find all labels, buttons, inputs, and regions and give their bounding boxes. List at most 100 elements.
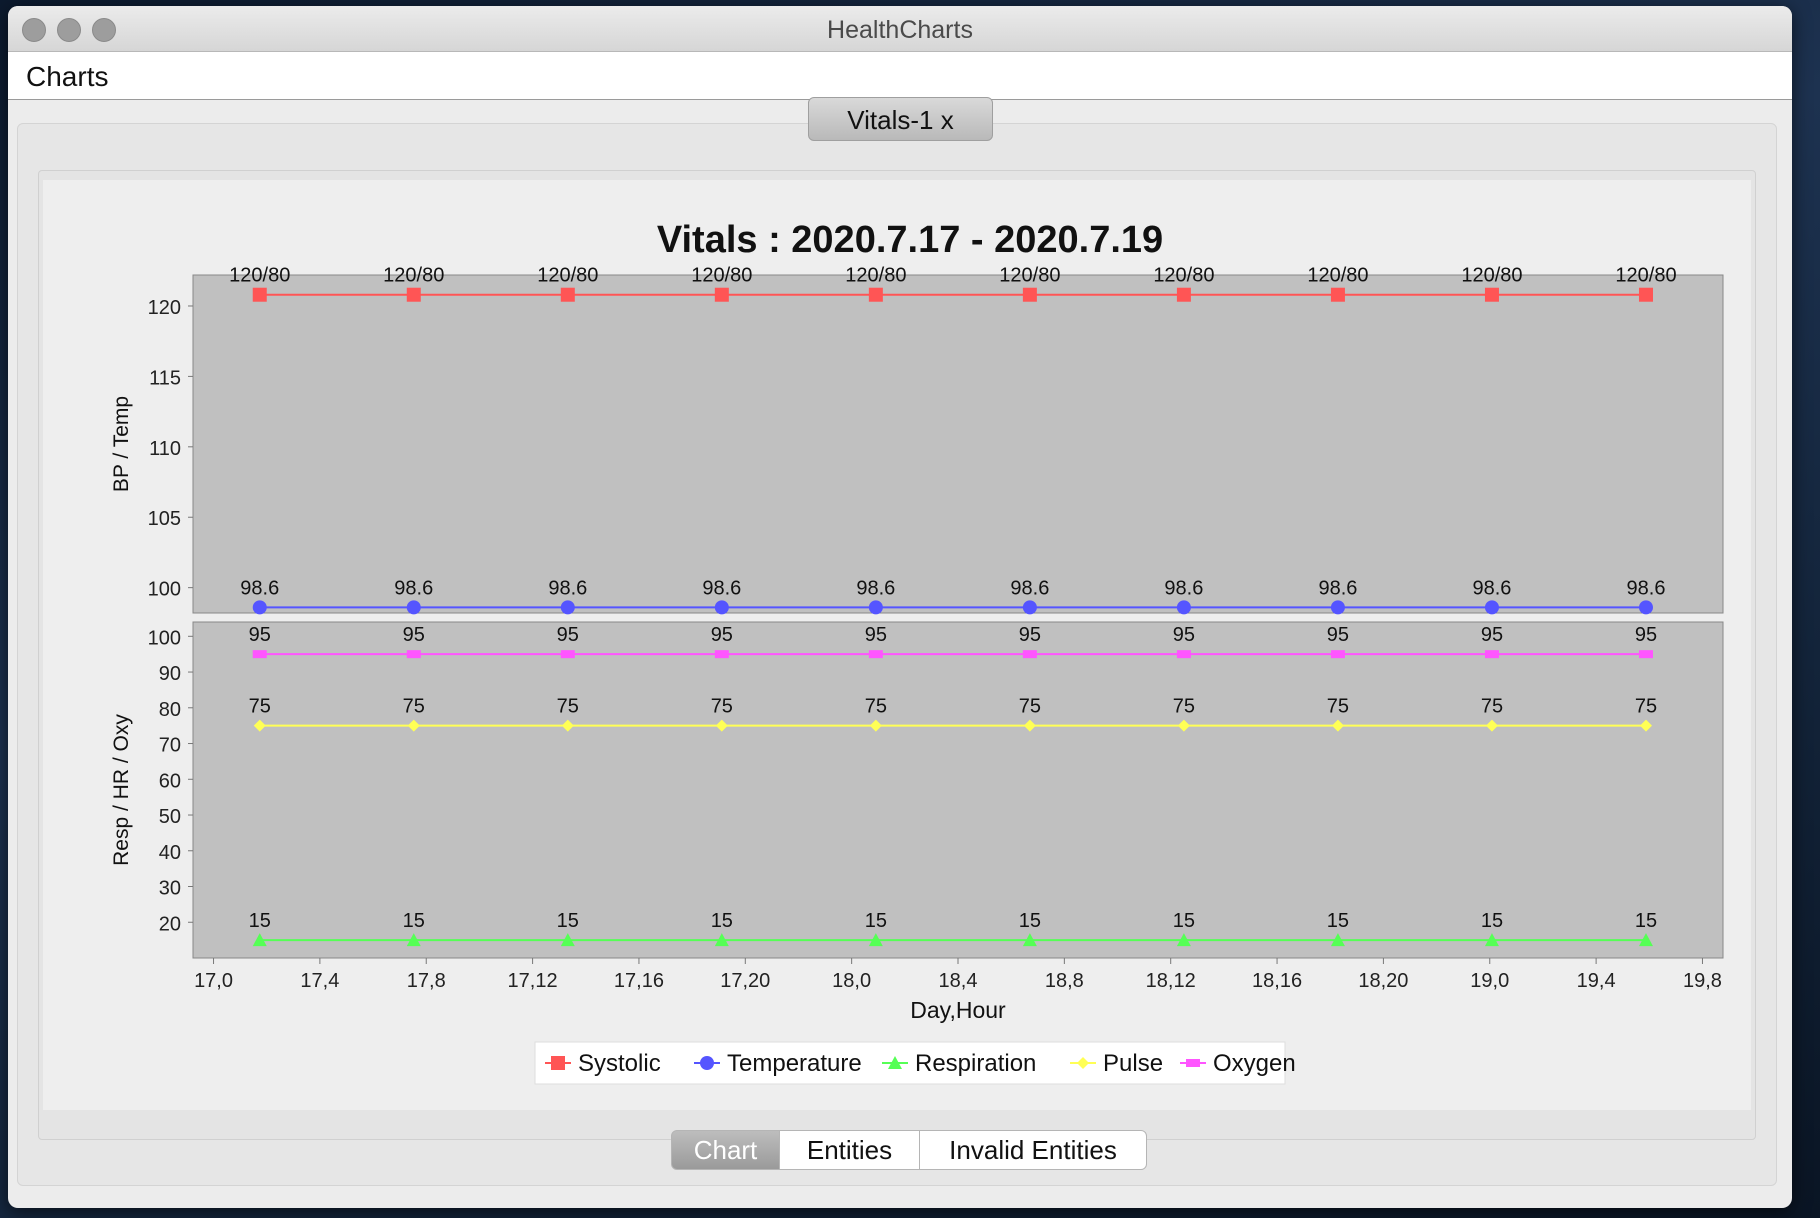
data-label: 75 (1327, 696, 1349, 718)
data-point (551, 1056, 565, 1070)
x-tick-label: 18,12 (1146, 970, 1196, 992)
data-label: 98.6 (856, 577, 895, 599)
data-label: 95 (1635, 624, 1657, 646)
menu-bar: Charts (8, 52, 1792, 100)
data-label: 120/80 (1307, 265, 1368, 287)
data-point (1638, 600, 1653, 615)
data-label: 98.6 (1318, 577, 1357, 599)
data-label: 95 (403, 624, 425, 646)
title-bar: HealthCharts (8, 6, 1792, 52)
data-point (253, 719, 266, 732)
data-label: 120/80 (1615, 265, 1676, 287)
data-label: 98.6 (240, 577, 279, 599)
data-label: 15 (1173, 910, 1195, 932)
y-tick-label: 90 (159, 663, 181, 685)
close-window-button[interactable] (22, 18, 46, 42)
data-point (1176, 600, 1191, 615)
data-label: 98.6 (1627, 577, 1666, 599)
data-point (1176, 287, 1191, 302)
data-point (1022, 287, 1037, 302)
x-tick-label: 17,4 (300, 970, 339, 992)
data-point (1484, 650, 1499, 659)
data-point (1330, 287, 1345, 302)
data-point (1023, 719, 1036, 732)
legend-label: Oxygen (1213, 1050, 1296, 1077)
data-label: 15 (1635, 910, 1657, 932)
data-point (1176, 933, 1191, 947)
data-point (1638, 933, 1653, 947)
data-label: 75 (711, 696, 733, 718)
data-point (406, 600, 421, 615)
data-point (560, 650, 575, 659)
data-point (869, 719, 882, 732)
data-point (407, 719, 420, 732)
data-point (1484, 600, 1499, 615)
menu-charts[interactable]: Charts (26, 61, 109, 92)
data-point (868, 600, 883, 615)
legend-box (534, 1041, 1286, 1085)
data-label: 15 (711, 910, 733, 932)
tab-label: Vitals-1 (847, 105, 934, 135)
data-label: 75 (865, 696, 887, 718)
x-tick-label: 17,0 (194, 970, 233, 992)
y-tick-label: 80 (159, 699, 181, 721)
data-point (715, 719, 728, 732)
data-point (406, 287, 421, 302)
data-label: 120/80 (1153, 265, 1214, 287)
y-tick-label: 120 (148, 297, 181, 319)
data-point (1331, 719, 1344, 732)
y-tick-label: 70 (159, 735, 181, 757)
y-tick-label: 100 (148, 579, 181, 601)
x-tick-label: 19,8 (1683, 970, 1722, 992)
y-axis-label: BP / Temp (110, 396, 133, 492)
tab-close-icon[interactable]: x (940, 105, 954, 135)
data-label: 98.6 (548, 577, 587, 599)
y-tick-label: 30 (159, 878, 181, 900)
data-label: 15 (1019, 910, 1041, 932)
data-point (1177, 719, 1190, 732)
data-label: 95 (1481, 624, 1503, 646)
x-tick-label: 17,12 (508, 970, 558, 992)
data-point (252, 287, 267, 302)
minimize-window-button[interactable] (57, 18, 81, 42)
data-label: 95 (1327, 624, 1349, 646)
data-label: 75 (249, 696, 271, 718)
data-point (888, 1056, 902, 1069)
data-label: 75 (1481, 696, 1503, 718)
data-point (252, 600, 267, 615)
zoom-window-button[interactable] (92, 18, 116, 42)
data-point (700, 1056, 714, 1070)
data-point (252, 933, 267, 947)
legend-label: Pulse (1103, 1050, 1163, 1077)
x-tick-label: 18,16 (1252, 970, 1302, 992)
y-tick-label: 60 (159, 770, 181, 792)
data-point (1176, 650, 1191, 659)
data-point (1022, 600, 1037, 615)
tab-entities[interactable]: Entities (779, 1130, 920, 1170)
data-label: 120/80 (845, 265, 906, 287)
plot-area (192, 274, 1724, 614)
data-point (714, 600, 729, 615)
data-label: 98.6 (394, 577, 433, 599)
data-label: 95 (711, 624, 733, 646)
data-point (1077, 1057, 1089, 1069)
tab-vitals-1[interactable]: Vitals-1 x (808, 97, 993, 141)
tab-chart[interactable]: Chart (671, 1130, 780, 1170)
y-tick-label: 40 (159, 842, 181, 864)
plot-area (192, 621, 1724, 959)
y-axis-label: Resp / HR / Oxy (110, 714, 133, 866)
x-tick-label: 17,8 (407, 970, 446, 992)
legend-label: Temperature (727, 1050, 862, 1077)
data-label: 75 (1635, 696, 1657, 718)
data-point (1484, 933, 1499, 947)
data-label: 15 (557, 910, 579, 932)
x-tick-label: 18,20 (1358, 970, 1408, 992)
data-point (868, 650, 883, 659)
data-label: 75 (1019, 696, 1041, 718)
data-point (1485, 719, 1498, 732)
tab-invalid-entities[interactable]: Invalid Entities (919, 1130, 1147, 1170)
data-point (1186, 1059, 1200, 1067)
y-tick-label: 50 (159, 806, 181, 828)
y-tick-label: 110 (149, 438, 181, 460)
data-label: 120/80 (999, 265, 1060, 287)
